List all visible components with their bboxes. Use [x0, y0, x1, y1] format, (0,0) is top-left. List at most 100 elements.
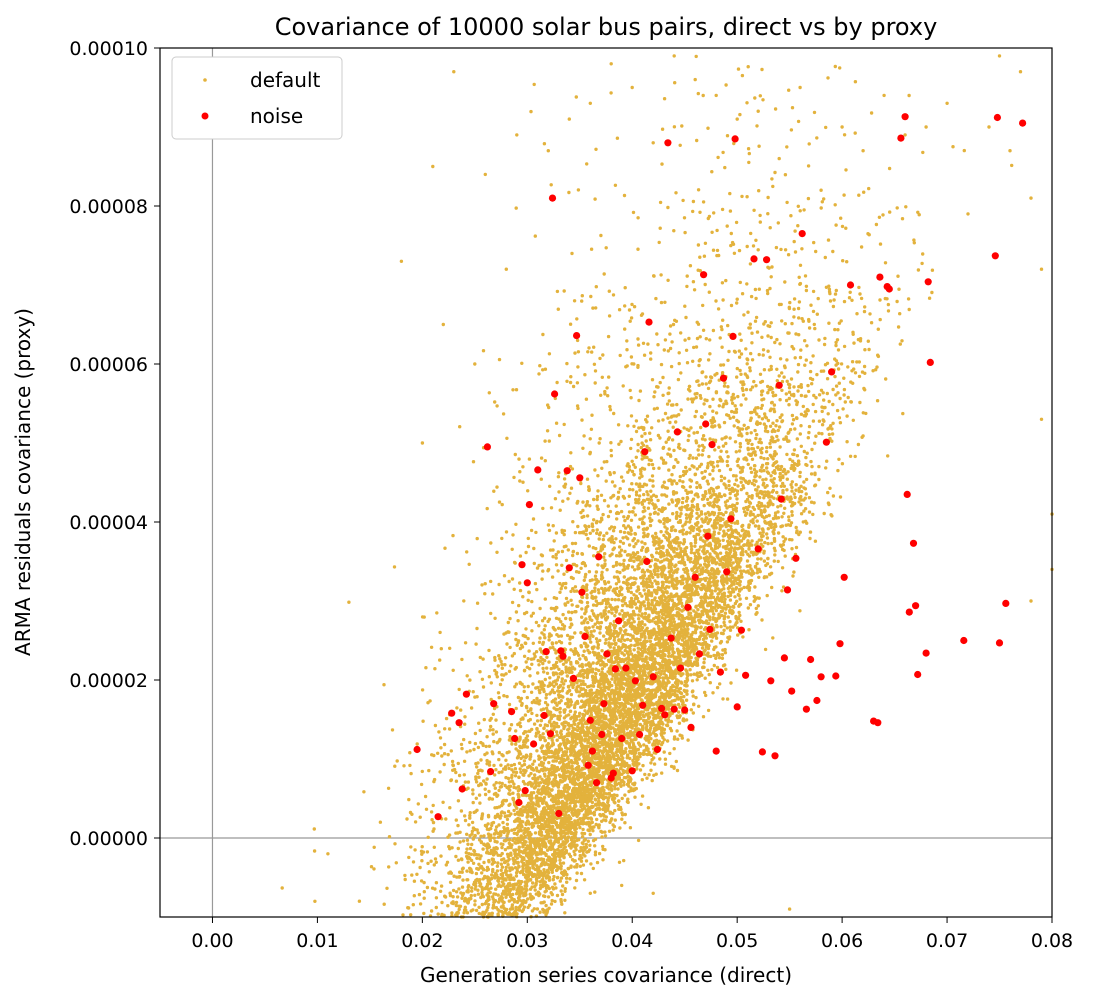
- default-point: [722, 476, 727, 480]
- default-point: [634, 429, 639, 434]
- default-point: [697, 363, 701, 368]
- default-point: [522, 689, 526, 694]
- default-point: [465, 838, 470, 842]
- default-point: [607, 375, 611, 379]
- default-point: [663, 300, 667, 304]
- default-point: [628, 756, 632, 761]
- default-point: [555, 893, 560, 898]
- default-point: [579, 566, 583, 570]
- default-point: [487, 858, 491, 863]
- default-point: [659, 362, 664, 367]
- default-point: [473, 893, 477, 897]
- default-point: [575, 381, 580, 385]
- default-point: [745, 431, 749, 436]
- default-point: [620, 681, 624, 686]
- default-point: [720, 327, 724, 332]
- default-point: [631, 538, 635, 543]
- default-point: [685, 580, 689, 584]
- default-point: [667, 651, 671, 655]
- default-point: [848, 290, 852, 294]
- default-point: [481, 847, 485, 851]
- default-point: [812, 501, 816, 505]
- default-point: [685, 361, 690, 365]
- default-point: [690, 514, 694, 518]
- default-point: [413, 848, 417, 852]
- default-point: [640, 540, 644, 544]
- default-point: [717, 656, 722, 660]
- default-point: [859, 296, 864, 301]
- default-point: [817, 419, 822, 423]
- default-point: [608, 404, 612, 409]
- default-point: [772, 403, 777, 407]
- default-point: [487, 648, 491, 653]
- default-point: [508, 788, 512, 792]
- default-point: [554, 730, 559, 734]
- default-point: [840, 224, 845, 229]
- default-point: [612, 824, 617, 829]
- default-point: [650, 378, 655, 382]
- default-point: [489, 611, 493, 616]
- default-point: [478, 801, 482, 805]
- default-point: [553, 679, 557, 683]
- default-point: [553, 701, 558, 705]
- default-point: [468, 740, 472, 745]
- default-point: [768, 445, 773, 449]
- default-point: [505, 694, 509, 699]
- default-point: [466, 860, 470, 864]
- default-point: [815, 312, 819, 316]
- default-point: [625, 637, 630, 642]
- default-point: [792, 307, 796, 311]
- default-point: [773, 170, 777, 175]
- default-point: [540, 554, 545, 558]
- default-point: [555, 733, 559, 737]
- default-point: [407, 797, 411, 802]
- default-point: [684, 545, 689, 550]
- default-point: [606, 580, 611, 584]
- default-point: [514, 682, 519, 686]
- default-point: [657, 507, 661, 512]
- default-point: [675, 729, 679, 733]
- default-point: [632, 463, 636, 467]
- default-point: [797, 500, 801, 504]
- default-point: [930, 290, 934, 295]
- default-point: [600, 586, 604, 591]
- default-point: [623, 327, 627, 331]
- default-point: [721, 298, 725, 302]
- default-point: [677, 721, 682, 725]
- default-point: [897, 287, 901, 291]
- default-point: [611, 737, 615, 741]
- default-point: [649, 489, 653, 493]
- default-point: [688, 531, 692, 535]
- default-point: [547, 352, 552, 356]
- default-point: [729, 243, 733, 248]
- default-point: [758, 531, 762, 535]
- default-point: [562, 624, 567, 628]
- default-point: [655, 385, 659, 389]
- default-point: [511, 907, 515, 911]
- default-point: [666, 349, 670, 353]
- default-point: [415, 742, 419, 746]
- default-point: [426, 835, 430, 839]
- default-point: [758, 94, 762, 98]
- default-point: [763, 540, 767, 545]
- default-point: [502, 632, 506, 636]
- default-point: [776, 505, 780, 509]
- default-point: [526, 636, 530, 641]
- default-point: [666, 437, 671, 442]
- default-point: [569, 451, 573, 455]
- default-point: [721, 697, 725, 701]
- default-point: [715, 665, 720, 670]
- default-point: [799, 348, 803, 352]
- default-point: [745, 244, 749, 249]
- default-point: [869, 321, 874, 325]
- default-point: [921, 252, 925, 256]
- default-point: [535, 587, 539, 592]
- default-point: [628, 319, 632, 323]
- default-point: [473, 899, 477, 903]
- default-point: [822, 342, 827, 347]
- default-point: [642, 353, 647, 357]
- default-point: [472, 747, 476, 752]
- default-point: [457, 887, 461, 891]
- default-point: [617, 763, 621, 767]
- default-point: [415, 872, 419, 876]
